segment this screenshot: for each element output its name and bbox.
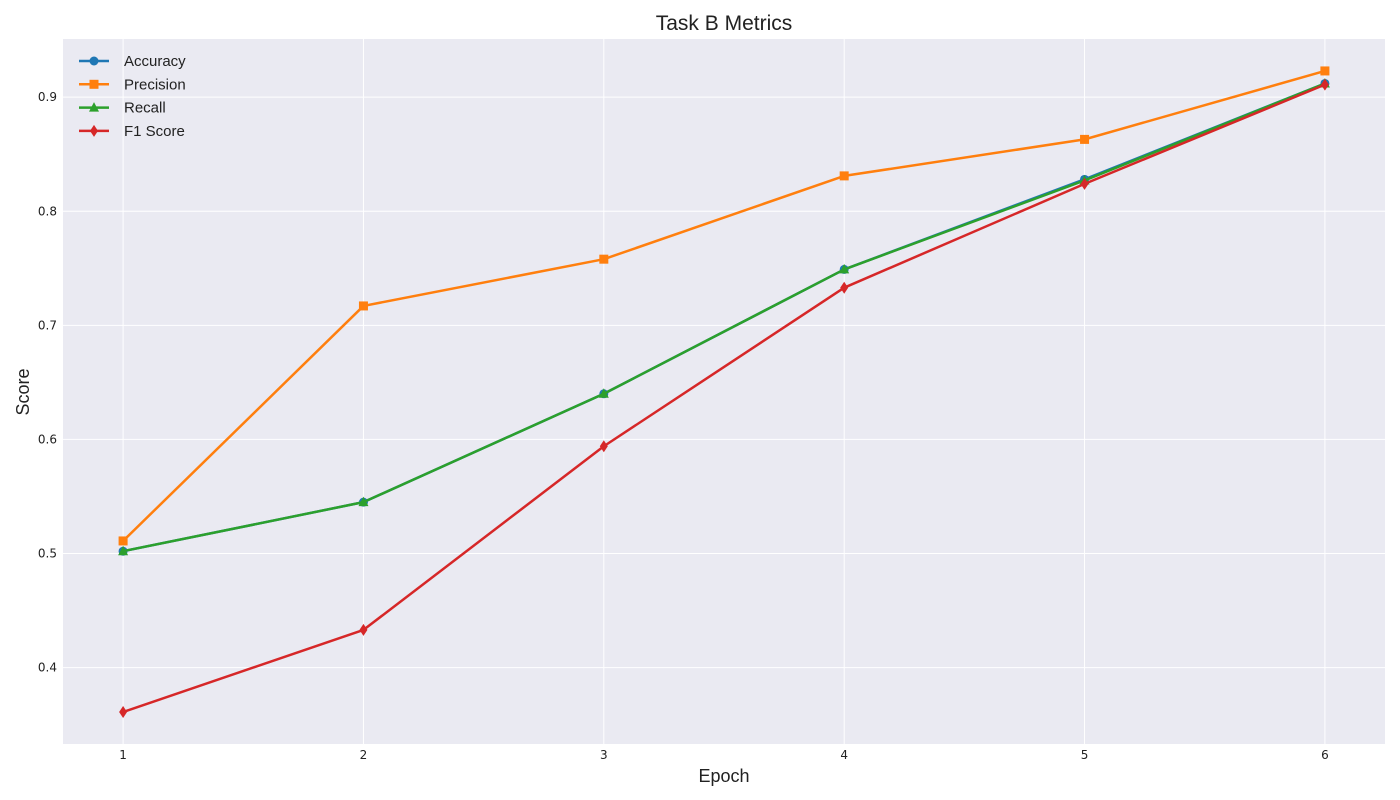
y-tick-label: 0.5 <box>38 546 57 560</box>
legend-item-accuracy: Accuracy <box>79 53 186 70</box>
x-tick-label: 4 <box>840 748 848 762</box>
y-axis-ticks: 0.4 0.5 0.6 0.7 0.8 0.9 <box>38 90 57 674</box>
legend-swatch-marker <box>89 79 99 89</box>
legend-swatch-marker <box>89 102 99 112</box>
f1-score-point <box>840 281 849 294</box>
y-tick-label: 0.6 <box>38 432 57 446</box>
recall-point <box>598 388 609 398</box>
legend-label: Recall <box>124 100 166 117</box>
recall-point <box>358 496 369 507</box>
legend-swatch-marker <box>90 124 98 137</box>
legend: Accuracy Precision Recall F1 Score <box>79 53 186 140</box>
precision-point <box>358 301 368 311</box>
f1-score-point <box>359 623 368 636</box>
f1-score-line <box>121 83 1327 714</box>
recall-point <box>118 545 129 556</box>
grid-lines <box>63 39 1385 744</box>
plot-background <box>63 39 1385 744</box>
precision-point <box>1320 66 1330 76</box>
x-tick-label: 6 <box>1321 748 1329 762</box>
series-precision <box>118 66 1330 546</box>
y-axis-title: Score <box>13 368 33 415</box>
recall-point <box>839 263 850 274</box>
y-tick-label: 0.9 <box>38 90 57 104</box>
f1-score-point <box>1080 177 1089 190</box>
x-tick-label: 1 <box>119 748 127 762</box>
x-tick-label: 2 <box>360 748 368 762</box>
legend-swatch-marker <box>89 56 99 66</box>
x-tick-label: 3 <box>600 748 608 762</box>
recall-line <box>121 82 1327 553</box>
chart-title: Task B Metrics <box>656 12 793 35</box>
series-lines <box>118 66 1330 719</box>
legend-item-precision: Precision <box>79 76 186 93</box>
f1-score-point <box>599 440 608 453</box>
legend-item-f1-score: F1 Score <box>79 123 185 140</box>
legend-label: Accuracy <box>124 53 186 70</box>
x-axis-ticks: 1 2 3 4 5 6 <box>119 748 1328 762</box>
y-tick-label: 0.7 <box>38 318 57 332</box>
precision-point <box>1080 134 1090 144</box>
legend-label: Precision <box>124 76 186 93</box>
f1-score-point <box>1320 78 1329 91</box>
f1-score-point <box>119 706 128 719</box>
legend-label: F1 Score <box>124 123 185 140</box>
legend-item-recall: Recall <box>79 100 166 117</box>
y-tick-label: 0.4 <box>38 661 57 675</box>
precision-point <box>839 171 849 181</box>
precision-point <box>118 536 128 546</box>
series-f1-score <box>119 78 1329 719</box>
x-axis-title: Epoch <box>698 766 749 786</box>
precision-line <box>121 69 1327 543</box>
y-tick-label: 0.8 <box>38 204 57 218</box>
x-tick-label: 5 <box>1081 748 1089 762</box>
precision-point <box>599 254 609 264</box>
